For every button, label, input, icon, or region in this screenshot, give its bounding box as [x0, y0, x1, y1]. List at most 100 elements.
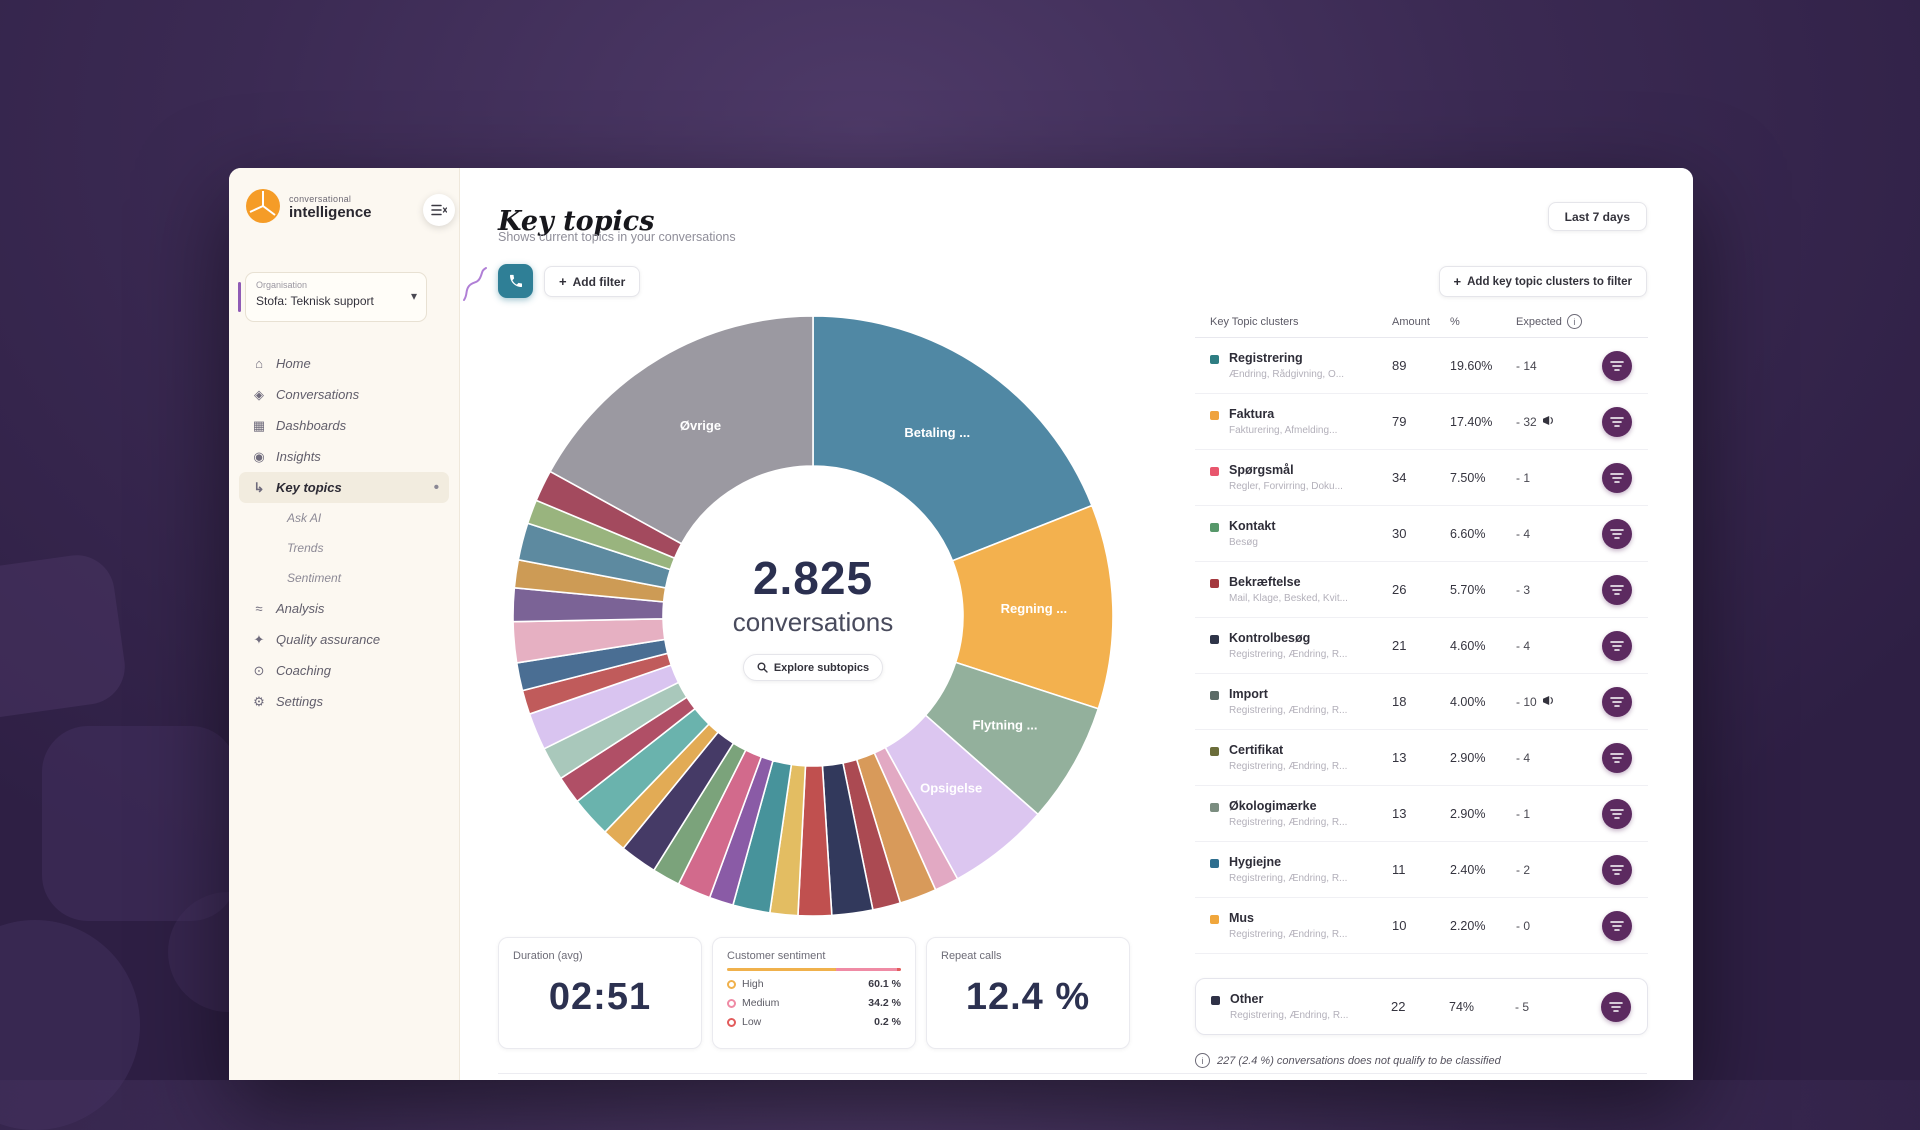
classification-footnote: i 227 (2.4 %) conversations does not qua… [1195, 1053, 1648, 1068]
cluster-color-swatch [1210, 691, 1219, 700]
cluster-filter-button[interactable] [1602, 742, 1632, 773]
sidebar-item-key-topics[interactable]: ↳ Key topics • [239, 472, 449, 503]
cluster-table-row[interactable]: Bekræftelse Mail, Klage, Besked, Kvit...… [1195, 562, 1648, 618]
cluster-color-swatch [1210, 579, 1219, 588]
filter-lines-icon [1609, 1001, 1623, 1012]
cluster-table-row[interactable]: Økologimærke Registrering, Ændring, R...… [1195, 786, 1648, 842]
donut-segment[interactable] [812, 315, 1093, 562]
cluster-filter-button[interactable] [1602, 630, 1632, 661]
filter-lines-icon [1610, 640, 1624, 651]
cluster-filter-button[interactable] [1602, 854, 1632, 885]
collapse-sidebar-button[interactable] [423, 194, 455, 226]
coaching-icon: ⊙ [253, 662, 265, 678]
cluster-table-header: Key Topic clusters Amount % Expected i [1195, 314, 1648, 338]
app-window: conversational intelligence Organisation… [229, 168, 1693, 1080]
sidebar-item-conversations[interactable]: ◈ Conversations [239, 379, 449, 410]
duration-label: Duration (avg) [513, 950, 583, 962]
cluster-filter-button[interactable] [1602, 350, 1632, 381]
sidebar-item-analysis[interactable]: ≈ Analysis [239, 593, 449, 624]
sidebar-item-trends[interactable]: Trends [287, 541, 324, 555]
cluster-filter-button[interactable] [1602, 798, 1632, 829]
cluster-table-row[interactable]: Kontrolbesøg Registrering, Ændring, R...… [1195, 618, 1648, 674]
sentiment-row-low: Low 0.2 % [727, 1016, 901, 1028]
logo-text-top: conversational [289, 194, 352, 205]
logo-text-bottom: intelligence [289, 204, 372, 222]
info-icon: i [1195, 1053, 1210, 1068]
donut-segment-label: Flytning ... [972, 717, 1037, 732]
cluster-filter-button[interactable] [1602, 406, 1632, 437]
cluster-table-row[interactable]: Mus Registrering, Ændring, R... 10 2.20%… [1195, 898, 1648, 954]
conversations-icon: ◈ [254, 386, 264, 402]
sentiment-medium-dot [727, 998, 736, 1008]
cluster-table-row[interactable]: Certifikat Registrering, Ændring, R... 1… [1195, 730, 1648, 786]
sidebar-item-settings[interactable]: ⚙ Settings [239, 686, 449, 717]
key-topics-donut-chart: Betaling ... Regning ... Flytning ... Opsig… [507, 310, 1119, 922]
home-icon: ⌂ [255, 356, 263, 371]
filter-lines-icon [1610, 696, 1624, 707]
donut-segment-label: Regning ... [1001, 601, 1067, 616]
cluster-filter-button[interactable] [1602, 686, 1632, 717]
key-topic-clusters-panel: Key Topic clusters Amount % Expected i R… [1195, 314, 1648, 1068]
cluster-filter-button[interactable] [1602, 574, 1632, 605]
donut-segment[interactable] [549, 315, 814, 545]
add-filter-button[interactable]: + Add filter [544, 266, 641, 297]
cluster-filter-button[interactable] [1602, 462, 1632, 493]
analysis-icon: ≈ [255, 601, 263, 616]
cluster-color-swatch [1210, 803, 1219, 812]
megaphone-icon [1542, 415, 1555, 429]
repeat-calls-label: Repeat calls [941, 950, 1002, 962]
cluster-table-row-other[interactable]: Other Registrering, Ændring, R... 22 74%… [1195, 978, 1648, 1035]
background-bubble-shape [0, 550, 130, 720]
cluster-color-swatch [1210, 355, 1219, 364]
sentiment-low-dot [727, 1017, 736, 1027]
cluster-filter-button[interactable] [1602, 910, 1632, 941]
background-bubble-shape [0, 920, 140, 1130]
cluster-table-row[interactable]: Registrering Ændring, Rådgivning, O... 8… [1195, 338, 1648, 394]
cluster-filter-button[interactable] [1602, 518, 1632, 549]
decorative-squiggle [463, 267, 487, 301]
sidebar-item-coaching[interactable]: ⊙ Coaching [239, 655, 449, 686]
filter-lines-icon [1610, 808, 1624, 819]
sidebar-item-home[interactable]: ⌂ Home [239, 348, 449, 379]
sidebar-item-dashboards[interactable]: ▦ Dashboards [239, 410, 449, 441]
collapse-icon [431, 204, 447, 216]
filter-lines-icon [1610, 528, 1624, 539]
phone-channel-button[interactable] [498, 264, 533, 298]
quality-assurance-icon: ✦ [253, 631, 265, 647]
donut-segment-label: Øvrige [680, 418, 721, 433]
sidebar-item-sentiment[interactable]: Sentiment [287, 571, 342, 585]
sentiment-label: Customer sentiment [727, 950, 826, 962]
cluster-color-swatch [1210, 635, 1219, 644]
cluster-filter-button[interactable] [1601, 991, 1631, 1022]
explore-subtopics-button[interactable]: Explore subtopics [742, 654, 884, 681]
donut-segment-label: Betaling ... [904, 425, 970, 440]
cluster-table-row[interactable]: Import Registrering, Ændring, R... 18 4.… [1195, 674, 1648, 730]
main-content: Key topics Shows current topics in your … [460, 168, 1693, 1080]
date-range-button[interactable]: Last 7 days [1547, 202, 1647, 231]
organisation-value: Stofa: Teknisk support [256, 294, 374, 308]
cluster-color-swatch [1210, 523, 1219, 532]
filter-lines-icon [1610, 920, 1624, 931]
phone-icon [509, 274, 522, 287]
magnifier-icon [757, 662, 768, 673]
donut-segment-label: Opsigelse [920, 780, 982, 795]
info-icon[interactable]: i [1566, 314, 1582, 329]
cluster-table-row[interactable]: Faktura Fakturering, Afmelding... 79 17.… [1195, 394, 1648, 450]
page-title: Key topics [498, 206, 655, 238]
sidebar-item-ask-ai[interactable]: Ask AI [287, 511, 322, 525]
sidebar-item-quality-assurance[interactable]: ✦ Quality assurance [239, 624, 449, 655]
organisation-selector[interactable]: Organisation Stofa: Teknisk support ▾ [238, 272, 427, 322]
add-key-topic-clusters-button[interactable]: + Add key topic clusters to filter [1438, 266, 1647, 297]
page-subtitle: Shows current topics in your conversatio… [498, 230, 736, 244]
sentiment-bar [727, 968, 901, 971]
cluster-table-row[interactable]: Hygiejne Registrering, Ændring, R... 11 … [1195, 842, 1648, 898]
cluster-table-row[interactable]: Kontakt Besøg 30 6.60% - 4 [1195, 506, 1648, 562]
sidebar-item-insights[interactable]: ◉ Insights [239, 441, 449, 472]
chevron-down-icon: ▾ [410, 289, 417, 303]
cluster-color-swatch [1210, 411, 1219, 420]
cluster-table-row[interactable]: Spørgsmål Regler, Forvirring, Doku... 34… [1195, 450, 1648, 506]
repeat-calls-value: 12.4 % [965, 976, 1091, 1018]
customer-sentiment-card: Customer sentiment High 60.1 % Medium 34… [712, 937, 916, 1049]
organisation-label: Organisation [256, 280, 308, 290]
filter-lines-icon [1610, 752, 1624, 763]
